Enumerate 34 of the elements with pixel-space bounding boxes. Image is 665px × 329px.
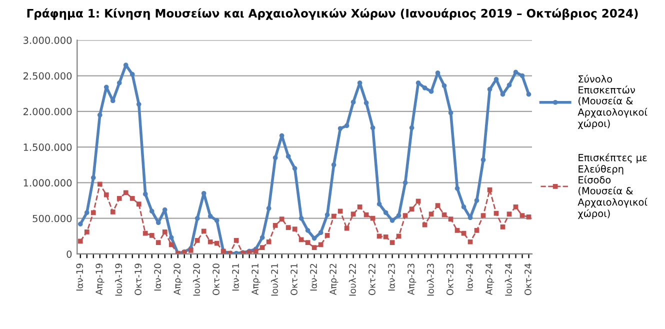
x-tick-label: Ιουλ-24 [504, 264, 512, 296]
x-tick-label: Οκτ-21 [290, 264, 298, 296]
x-tick-label: Ιαν-19 [76, 264, 84, 291]
y-tick-label: 1.500.000 [24, 144, 72, 151]
x-tick-label: Ιουλ-21 [270, 264, 278, 296]
x-tick-label: Οκτ-19 [134, 264, 142, 296]
x-tick-label: Ιουλ-23 [426, 264, 434, 296]
y-tick-label: 1.000.000 [24, 179, 72, 187]
x-tick-label: Απρ-19 [96, 264, 104, 296]
y-tick-label: 2.000.000 [24, 108, 72, 116]
y-tick-label: 2.500.000 [24, 72, 72, 80]
x-tick-label: Ιαν-21 [232, 264, 239, 291]
x-tick-label: Απρ-22 [330, 264, 338, 296]
x-tick-label: Απρ-23 [408, 264, 416, 296]
x-tick-label: Ιουλ-19 [115, 264, 122, 296]
x-tick-label: Ιαν-23 [388, 264, 395, 291]
y-tick-label: 0 [66, 250, 72, 258]
x-tick-label: Απρ-20 [174, 264, 182, 296]
x-tick-label: Οκτ-23 [446, 264, 454, 296]
x-tick-label: Απρ-21 [252, 264, 260, 296]
x-tick-label: Οκτ-20 [212, 264, 220, 296]
x-tick-label: Ιαν-22 [310, 264, 317, 291]
x-tick-label: Οκτ-22 [368, 264, 376, 296]
y-tick-label: 3.000.000 [24, 36, 72, 44]
x-tick-label: Οκτ-24 [524, 264, 532, 296]
x-tick-label: Ιαν-24 [466, 264, 473, 291]
x-tick-label: Απρ-24 [486, 264, 494, 296]
x-tick-label: Ιουλ-22 [348, 264, 356, 296]
legend-label: Σύνολο Επισκεπτών (Μουσεία & Αρχαιολογικοί χώροι) [578, 74, 648, 130]
y-tick-label: 500.000 [32, 214, 72, 222]
x-tick-label: Ιαν-20 [154, 264, 161, 291]
legend-label: Επισκέπτες με Ελεύθερη Είσοδο (Μουσεία & Αρχαιολογικοί χώροι) [578, 153, 648, 219]
chart-title: Γράφημα 1: Κίνηση Μουσείων και Αρχαιολογικών Χώρων (Ιανουάριος 2019 – Οκτώβριος 2024) [27, 8, 638, 20]
x-tick-label: Ιουλ-20 [192, 264, 200, 296]
